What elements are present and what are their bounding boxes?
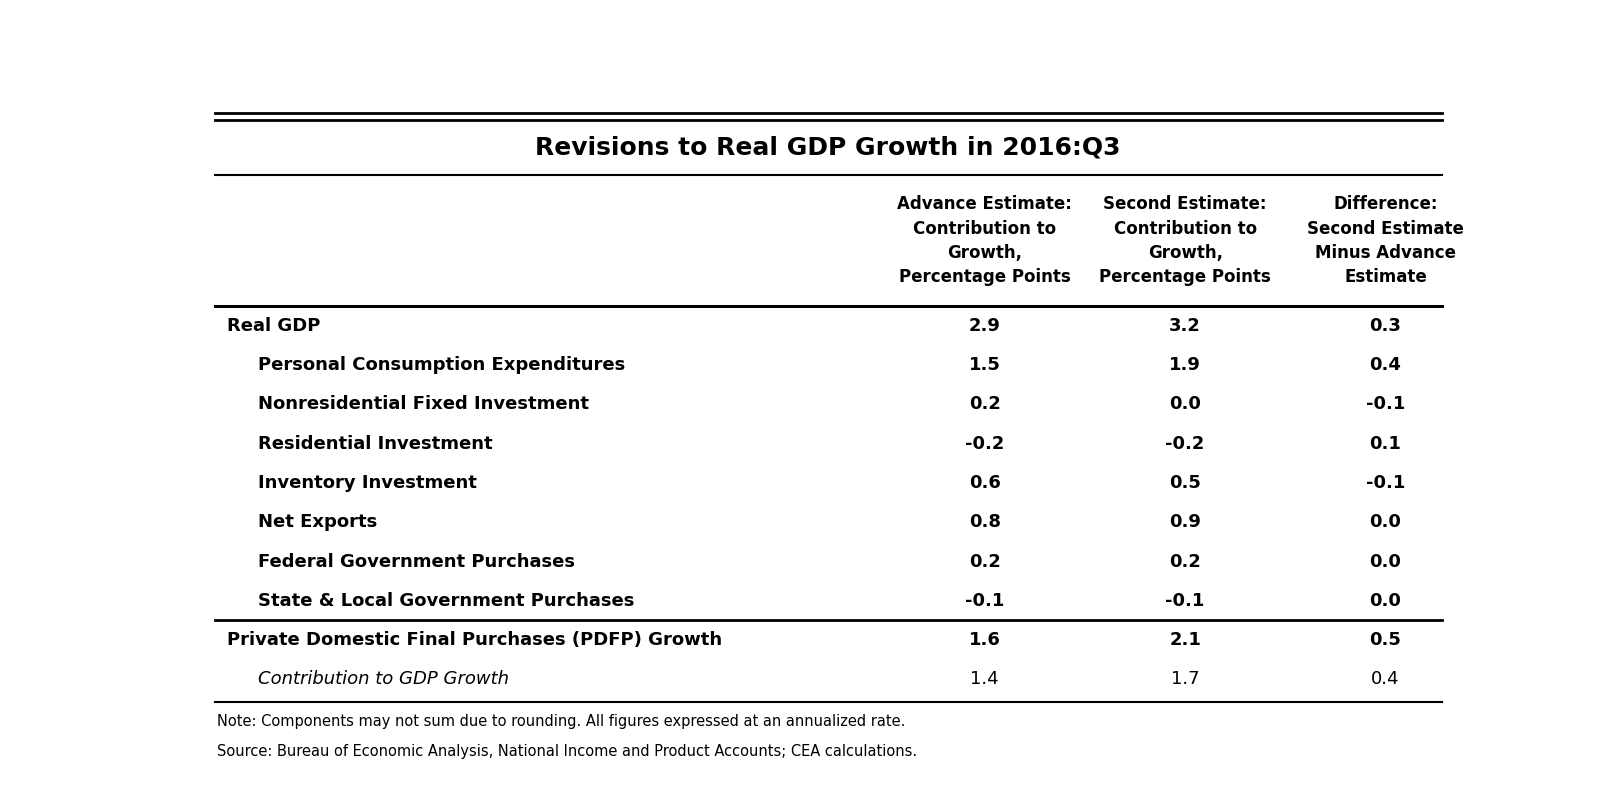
Text: Residential Investment: Residential Investment bbox=[259, 435, 493, 453]
Text: Source: Bureau of Economic Analysis, National Income and Product Accounts; CEA c: Source: Bureau of Economic Analysis, Nat… bbox=[217, 744, 918, 759]
Text: Contribution to GDP Growth: Contribution to GDP Growth bbox=[259, 671, 509, 688]
Text: 0.9: 0.9 bbox=[1170, 514, 1201, 531]
Text: 0.0: 0.0 bbox=[1370, 552, 1401, 570]
Text: 3.2: 3.2 bbox=[1170, 317, 1201, 335]
Text: Personal Consumption Expenditures: Personal Consumption Expenditures bbox=[259, 356, 625, 374]
Text: 1.5: 1.5 bbox=[970, 356, 1000, 374]
Text: 0.8: 0.8 bbox=[968, 514, 1000, 531]
Text: 1.7: 1.7 bbox=[1172, 671, 1199, 688]
Text: 2.9: 2.9 bbox=[970, 317, 1000, 335]
Text: -0.2: -0.2 bbox=[1165, 435, 1206, 453]
Text: Revisions to Real GDP Growth in 2016:Q3: Revisions to Real GDP Growth in 2016:Q3 bbox=[535, 136, 1122, 160]
Text: 0.0: 0.0 bbox=[1370, 592, 1401, 610]
Text: -0.1: -0.1 bbox=[965, 592, 1005, 610]
Text: Nonresidential Fixed Investment: Nonresidential Fixed Investment bbox=[259, 395, 590, 413]
Text: 2.1: 2.1 bbox=[1170, 631, 1201, 649]
Text: 0.0: 0.0 bbox=[1170, 395, 1201, 413]
Text: -0.1: -0.1 bbox=[1366, 395, 1406, 413]
Text: 0.6: 0.6 bbox=[970, 474, 1000, 492]
Text: 0.3: 0.3 bbox=[1370, 317, 1401, 335]
Text: 0.2: 0.2 bbox=[1170, 552, 1201, 570]
Text: Second Estimate:
Contribution to
Growth,
Percentage Points: Second Estimate: Contribution to Growth,… bbox=[1099, 195, 1272, 286]
Text: -0.1: -0.1 bbox=[1366, 474, 1406, 492]
Text: 0.5: 0.5 bbox=[1370, 631, 1401, 649]
Text: 0.0: 0.0 bbox=[1370, 514, 1401, 531]
Text: 0.4: 0.4 bbox=[1370, 356, 1401, 374]
Text: -0.1: -0.1 bbox=[1165, 592, 1206, 610]
Text: 0.5: 0.5 bbox=[1170, 474, 1201, 492]
Text: Private Domestic Final Purchases (PDFP) Growth: Private Domestic Final Purchases (PDFP) … bbox=[226, 631, 722, 649]
Text: 1.4: 1.4 bbox=[971, 671, 999, 688]
Text: Inventory Investment: Inventory Investment bbox=[259, 474, 477, 492]
Text: Net Exports: Net Exports bbox=[259, 514, 378, 531]
Text: State & Local Government Purchases: State & Local Government Purchases bbox=[259, 592, 635, 610]
Text: 0.4: 0.4 bbox=[1372, 671, 1399, 688]
Text: Difference:
Second Estimate
Minus Advance
Estimate: Difference: Second Estimate Minus Advanc… bbox=[1307, 195, 1464, 286]
Text: Advance Estimate:
Contribution to
Growth,
Percentage Points: Advance Estimate: Contribution to Growth… bbox=[897, 195, 1071, 286]
Text: 1.6: 1.6 bbox=[970, 631, 1000, 649]
Text: Federal Government Purchases: Federal Government Purchases bbox=[259, 552, 575, 570]
Text: Real GDP: Real GDP bbox=[226, 317, 320, 335]
Text: 0.2: 0.2 bbox=[970, 552, 1000, 570]
Text: -0.2: -0.2 bbox=[965, 435, 1005, 453]
Text: 0.1: 0.1 bbox=[1370, 435, 1401, 453]
Text: 0.2: 0.2 bbox=[970, 395, 1000, 413]
Text: Note: Components may not sum due to rounding. All figures expressed at an annual: Note: Components may not sum due to roun… bbox=[217, 714, 905, 729]
Text: 1.9: 1.9 bbox=[1170, 356, 1201, 374]
